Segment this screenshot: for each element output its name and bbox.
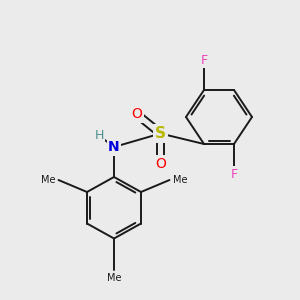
Text: F: F	[230, 167, 238, 181]
Text: F: F	[200, 53, 208, 67]
Text: O: O	[155, 157, 166, 170]
Text: N: N	[108, 140, 120, 154]
Text: O: O	[131, 107, 142, 121]
Text: H: H	[94, 129, 104, 142]
Text: Me: Me	[41, 175, 56, 185]
Text: Me: Me	[107, 273, 121, 283]
Text: Me: Me	[172, 175, 187, 185]
Text: S: S	[155, 126, 166, 141]
